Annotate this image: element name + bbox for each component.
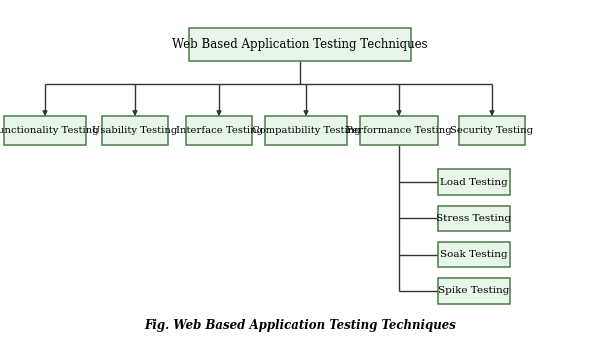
FancyBboxPatch shape [186,116,252,145]
Text: Load Testing: Load Testing [440,178,508,187]
FancyBboxPatch shape [438,170,510,195]
Text: Web Based Application Testing Techniques: Web Based Application Testing Techniques [172,38,428,51]
FancyBboxPatch shape [265,116,347,145]
Text: Interface Testing: Interface Testing [176,126,263,135]
FancyBboxPatch shape [4,116,86,145]
Text: Compatibility Testing: Compatibility Testing [251,126,361,135]
FancyBboxPatch shape [438,241,510,268]
FancyBboxPatch shape [438,278,510,304]
FancyBboxPatch shape [459,116,525,145]
FancyBboxPatch shape [189,29,411,61]
Text: Soak Testing: Soak Testing [440,250,508,259]
FancyBboxPatch shape [438,205,510,231]
Text: Security Testing: Security Testing [451,126,533,135]
Text: Usability Testing: Usability Testing [92,126,178,135]
Text: Stress Testing: Stress Testing [436,214,512,223]
Text: Spike Testing: Spike Testing [439,286,509,295]
Text: Functionality Testing: Functionality Testing [0,126,99,135]
Text: Performance Testing: Performance Testing [346,126,452,135]
FancyBboxPatch shape [360,116,438,145]
FancyBboxPatch shape [102,116,168,145]
Text: Fig. Web Based Application Testing Techniques: Fig. Web Based Application Testing Techn… [144,319,456,332]
